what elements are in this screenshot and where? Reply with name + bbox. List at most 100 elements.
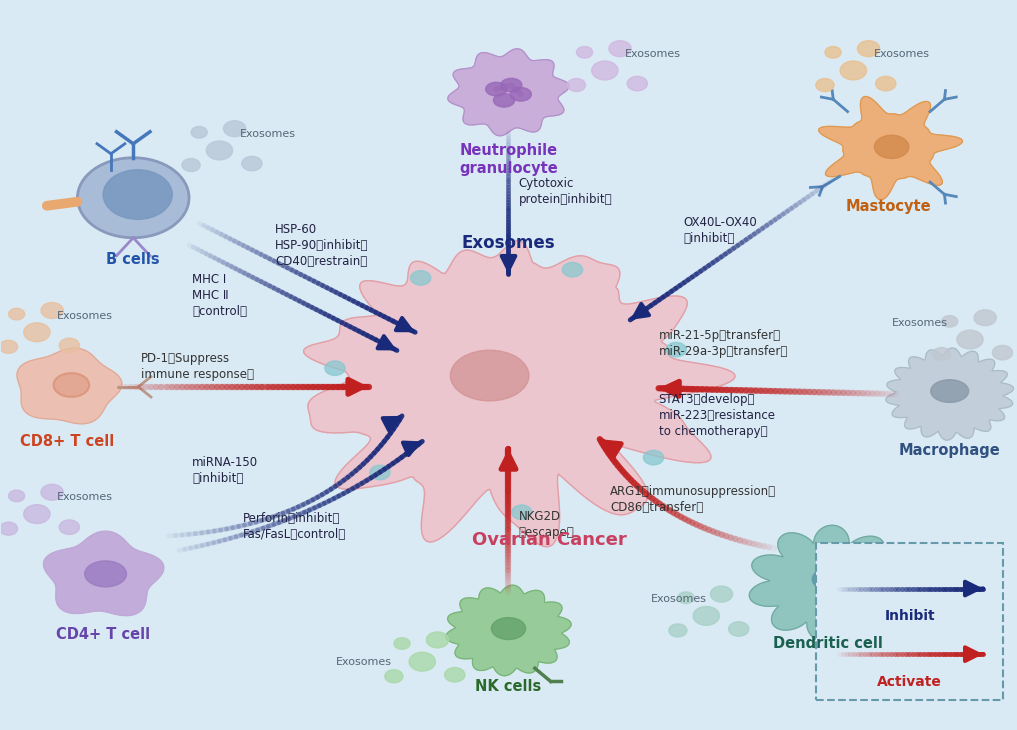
Circle shape	[957, 330, 983, 349]
Polygon shape	[17, 348, 122, 424]
Circle shape	[512, 505, 532, 520]
Polygon shape	[304, 240, 735, 547]
Circle shape	[694, 607, 719, 626]
Circle shape	[816, 78, 834, 91]
Circle shape	[644, 450, 664, 465]
Circle shape	[409, 652, 435, 671]
Text: NKG2D
（escape）: NKG2D （escape）	[519, 510, 575, 539]
Text: NK cells: NK cells	[475, 679, 542, 694]
Circle shape	[206, 141, 233, 160]
Circle shape	[77, 158, 189, 238]
Circle shape	[592, 61, 618, 80]
Circle shape	[394, 638, 410, 650]
Text: B cells: B cells	[107, 253, 160, 267]
Circle shape	[224, 120, 246, 137]
Text: Macrophage: Macrophage	[899, 443, 1001, 458]
Ellipse shape	[54, 373, 89, 397]
Text: Exosomes: Exosomes	[892, 318, 948, 328]
Polygon shape	[819, 96, 962, 200]
Ellipse shape	[813, 566, 852, 591]
Text: CD4+ T cell: CD4+ T cell	[56, 627, 149, 642]
Text: Exosomes: Exosomes	[625, 49, 681, 58]
FancyBboxPatch shape	[816, 543, 1004, 699]
Text: Exosomes: Exosomes	[240, 128, 296, 139]
Circle shape	[609, 41, 632, 57]
Circle shape	[562, 262, 583, 277]
Ellipse shape	[931, 380, 968, 402]
Text: miR-21-5p（transfer）
miR-29a-3p（transfer）: miR-21-5p（transfer） miR-29a-3p（transfer）	[659, 328, 788, 358]
Circle shape	[23, 504, 50, 523]
Text: Ovarian Cancer: Ovarian Cancer	[472, 531, 626, 549]
Circle shape	[182, 158, 200, 172]
Circle shape	[242, 156, 262, 171]
Circle shape	[191, 126, 207, 138]
Text: HSP-60
HSP-90（inhibit）
CD40（restrain）: HSP-60 HSP-90（inhibit） CD40（restrain）	[276, 223, 369, 267]
Circle shape	[41, 302, 63, 318]
Polygon shape	[447, 49, 570, 136]
Ellipse shape	[493, 93, 515, 107]
Circle shape	[876, 77, 896, 91]
Circle shape	[857, 41, 880, 57]
Polygon shape	[44, 531, 164, 615]
Text: Exosomes: Exosomes	[336, 657, 393, 666]
Circle shape	[825, 47, 841, 58]
Ellipse shape	[84, 561, 126, 587]
Text: PD-1（Suppress
immune response）: PD-1（Suppress immune response）	[141, 352, 254, 381]
Circle shape	[942, 315, 958, 327]
Text: Perforin（inhibit）
Fas/FasL（control）: Perforin（inhibit） Fas/FasL（control）	[243, 512, 346, 541]
Text: Exosomes: Exosomes	[462, 234, 555, 253]
Ellipse shape	[451, 350, 529, 401]
Text: OX40L-OX40
（inhibit）: OX40L-OX40 （inhibit）	[683, 216, 757, 245]
Circle shape	[8, 490, 24, 502]
Text: Inhibit: Inhibit	[885, 609, 935, 623]
Circle shape	[974, 310, 997, 326]
Polygon shape	[750, 526, 907, 641]
Circle shape	[59, 520, 79, 534]
Circle shape	[103, 170, 172, 219]
Circle shape	[324, 361, 345, 375]
Ellipse shape	[500, 78, 522, 92]
Circle shape	[577, 47, 593, 58]
Circle shape	[993, 345, 1013, 360]
Polygon shape	[445, 585, 572, 676]
Circle shape	[0, 522, 17, 535]
Text: Dendritic cell: Dendritic cell	[773, 636, 883, 650]
Text: miRNA-150
（inhibit）: miRNA-150 （inhibit）	[192, 456, 258, 485]
Circle shape	[23, 323, 50, 342]
Circle shape	[384, 669, 403, 683]
Circle shape	[8, 308, 24, 320]
Polygon shape	[886, 348, 1014, 440]
Circle shape	[710, 586, 732, 602]
Circle shape	[41, 484, 63, 500]
Ellipse shape	[875, 135, 909, 158]
Circle shape	[678, 592, 695, 604]
Ellipse shape	[491, 618, 526, 639]
Circle shape	[627, 77, 648, 91]
Text: Exosomes: Exosomes	[57, 310, 113, 320]
Ellipse shape	[511, 88, 531, 101]
Circle shape	[59, 338, 79, 353]
Text: STAT3（develop）
miR-223（resistance
to chemotherapy）: STAT3（develop） miR-223（resistance to che…	[659, 393, 776, 439]
Circle shape	[840, 61, 866, 80]
Circle shape	[0, 340, 17, 353]
Text: CD8+ T cell: CD8+ T cell	[20, 434, 115, 449]
Text: MHC Ⅰ
MHC Ⅱ
（control）: MHC Ⅰ MHC Ⅱ （control）	[192, 274, 247, 318]
Text: Mastocyte: Mastocyte	[846, 199, 932, 214]
Circle shape	[444, 667, 465, 682]
Text: Exosomes: Exosomes	[874, 49, 930, 58]
Circle shape	[567, 78, 586, 91]
Text: Activate: Activate	[878, 675, 942, 688]
Circle shape	[426, 632, 448, 648]
Circle shape	[370, 465, 391, 480]
Ellipse shape	[486, 82, 506, 96]
Circle shape	[666, 342, 686, 357]
Text: Exosomes: Exosomes	[57, 492, 113, 502]
Text: ARG1（immunosuppression）
CD86（transfer）: ARG1（immunosuppression） CD86（transfer）	[610, 485, 776, 514]
Circle shape	[669, 624, 687, 637]
Circle shape	[933, 347, 951, 361]
Text: Exosomes: Exosomes	[651, 594, 707, 604]
Circle shape	[411, 271, 431, 285]
Circle shape	[728, 622, 749, 637]
Text: Cytotoxic
protein（inhibit）: Cytotoxic protein（inhibit）	[519, 177, 612, 207]
Text: Neutrophile
granulocyte: Neutrophile granulocyte	[459, 143, 558, 176]
